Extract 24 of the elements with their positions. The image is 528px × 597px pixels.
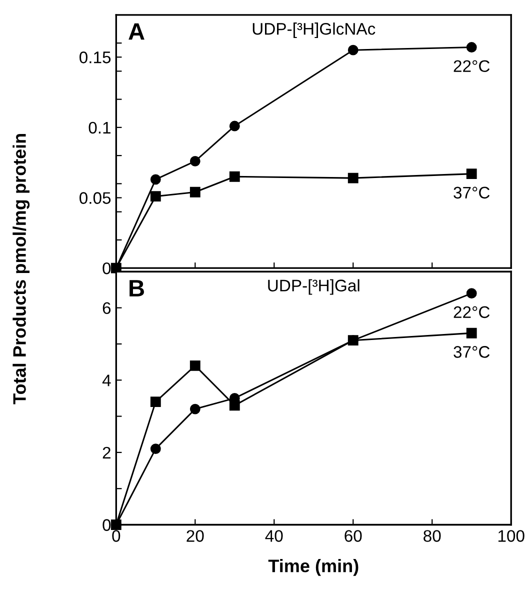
series-label: 22°C xyxy=(454,60,490,72)
y-axis-title: Total Products pmol/mg protein xyxy=(12,134,30,404)
x-tick-label: 80 xyxy=(424,530,441,542)
y-tick-label: 0 xyxy=(102,262,111,274)
y-tick-label: 0 xyxy=(102,519,111,531)
x-tick-label: 20 xyxy=(186,530,204,542)
annotation: B xyxy=(130,280,144,296)
x-axis-title: Time (min) xyxy=(268,559,358,576)
series-label: 22°C xyxy=(454,306,490,318)
y-tick-label: 0.15 xyxy=(80,52,111,64)
annotation: A xyxy=(128,23,144,40)
y-tick-label: 4 xyxy=(102,374,111,386)
y-tick-label: 0.05 xyxy=(80,192,111,204)
y-tick-label: 6 xyxy=(102,302,111,314)
annotation: UDP-[³H]Gal xyxy=(268,279,360,295)
y-tick-label: 0.1 xyxy=(88,122,110,134)
y-tick-label: 2 xyxy=(102,446,110,458)
x-tick-label: 40 xyxy=(265,530,283,542)
annotation: UDP-[³H]GlcNAc xyxy=(252,22,376,38)
series-label: 37°C xyxy=(454,346,490,358)
series-label: 37°C xyxy=(454,186,490,199)
x-tick-label: 100 xyxy=(498,530,524,542)
x-tick-label: 60 xyxy=(344,530,362,542)
x-tick-label: 0 xyxy=(112,530,120,542)
